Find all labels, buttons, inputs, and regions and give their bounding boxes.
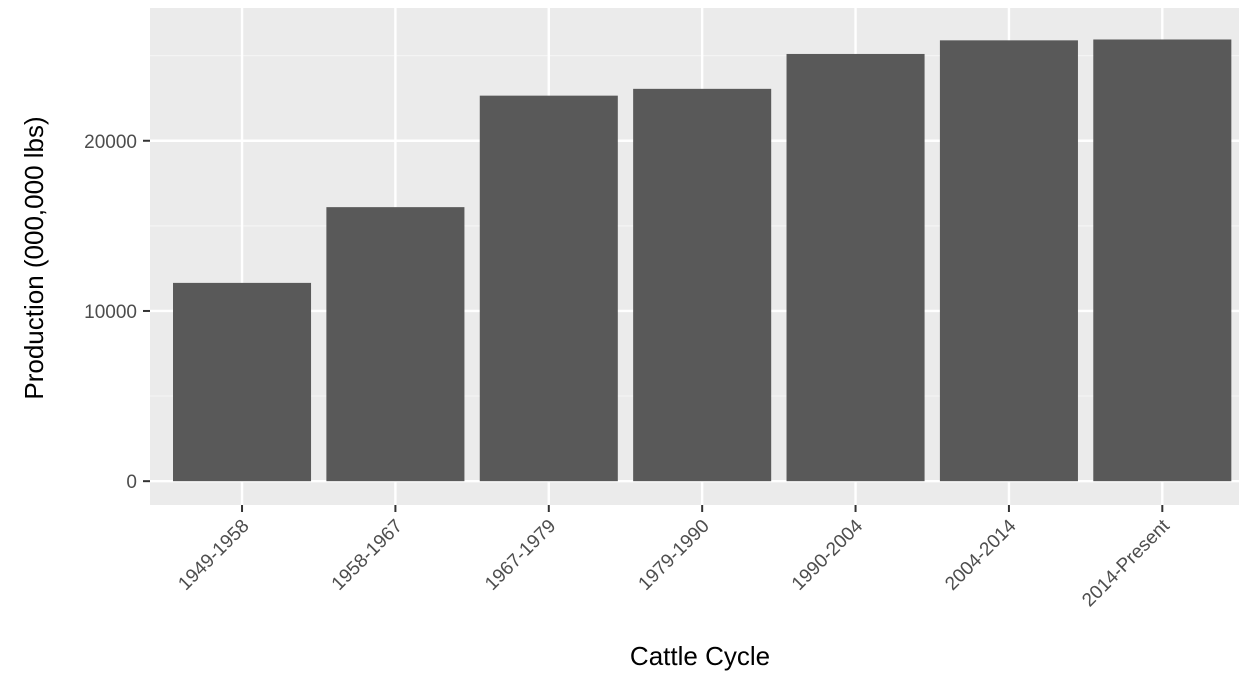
y-tick-label: 10000 [84,302,137,323]
x-tick-label: 2014-Present [1078,515,1174,611]
bars [173,39,1232,482]
x-axis: 1949-1958 1958-1967 1967-1979 1979-1990 1990… [174,505,1174,611]
x-tick-label: 2004-2014 [941,515,1020,594]
bar [633,88,772,482]
y-tick-label: 0 [126,472,137,493]
bar [786,53,925,482]
y-axis: 0 10000 20000 [84,132,150,493]
x-tick-label: 1990-2004 [788,515,867,594]
bar [1093,39,1232,482]
y-axis-title: Production (000,000 lbs) [19,116,49,399]
bar [173,282,312,482]
x-tick-label: 1967-1979 [481,516,560,595]
x-tick-label: 1979-1990 [635,516,714,595]
bar [479,95,618,482]
bar [939,40,1078,482]
x-tick-label: 1949-1958 [174,516,253,595]
x-axis-title: Cattle Cycle [630,641,770,671]
x-tick-label: 1958-1967 [328,516,407,595]
y-tick-label: 20000 [84,132,137,153]
bar [326,207,465,482]
